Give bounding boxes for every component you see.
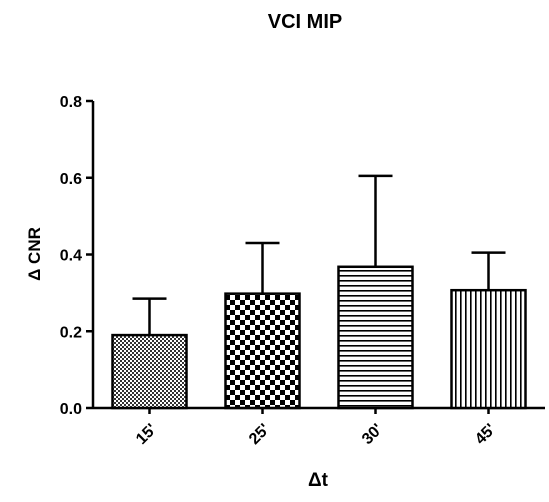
bars-group <box>111 174 527 410</box>
x-tick-label: 25' <box>246 421 273 448</box>
chart-title: VCI MIP <box>268 11 342 33</box>
bar-3 <box>337 265 414 410</box>
x-axis-label: Δt <box>308 470 329 491</box>
x-tick-label: 45' <box>472 421 499 448</box>
bar-1 <box>111 333 188 410</box>
y-tick-label: 0.8 <box>60 94 82 111</box>
x-axis-ticks: 15' 25' 30' 45' <box>133 408 499 448</box>
y-tick-label: 0.4 <box>60 248 82 265</box>
y-axis-ticks: 0.0 0.2 0.4 0.6 0.8 <box>60 94 93 418</box>
y-tick-label: 0.0 <box>60 401 82 418</box>
y-tick-label: 0.6 <box>60 171 82 188</box>
y-tick-label: 0.2 <box>60 324 82 341</box>
bar-4 <box>450 288 527 410</box>
y-axis-label: Δ CNR <box>25 227 44 281</box>
bar-2 <box>224 292 301 410</box>
x-tick-label: 15' <box>133 421 160 448</box>
x-tick-label: 30' <box>359 421 386 448</box>
